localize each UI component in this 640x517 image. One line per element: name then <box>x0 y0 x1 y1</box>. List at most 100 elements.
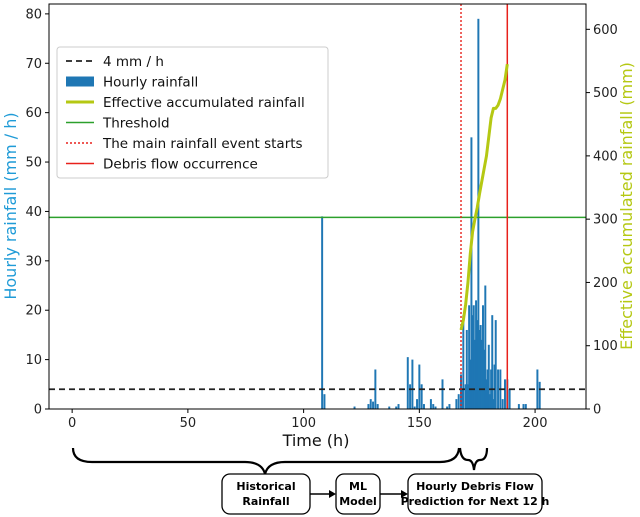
rainfall-bar <box>524 404 527 409</box>
rainfall-bar <box>475 300 478 409</box>
rainfall-bar <box>397 404 400 409</box>
y-right-tick-label: 600 <box>593 23 618 38</box>
legend-label: The main rainfall event starts <box>102 136 303 152</box>
x-tick-label: 50 <box>180 416 197 431</box>
x-tick-label: 100 <box>291 416 316 431</box>
y-left-tick-label: 50 <box>25 156 42 171</box>
legend-label: Hourly rainfall <box>103 75 198 91</box>
rainfall-bar <box>476 320 479 409</box>
plot-frame <box>48 3 587 410</box>
rainfall-bar <box>482 305 484 409</box>
legend: 4 mm / h Hourly rainfall Effective accumul… <box>56 46 329 179</box>
rainfall-bar <box>483 349 486 409</box>
rainfall-bar <box>460 374 462 409</box>
rainfall-bar <box>448 404 451 409</box>
y-axis-label-left: Hourly rainfall (mm / h) <box>1 112 20 299</box>
rainfall-bar <box>497 369 500 409</box>
rainfall-bar <box>480 339 483 409</box>
rainfall-bar <box>432 404 435 409</box>
rainfall-bar <box>353 406 356 409</box>
y-right-tick-label: 200 <box>593 276 618 291</box>
y-left-tick-label: 80 <box>25 7 42 22</box>
y-left-tick-label: 10 <box>25 353 42 368</box>
rainfall-bar <box>441 379 444 409</box>
rainfall-bar <box>457 394 460 409</box>
y-left-tick-label: 60 <box>25 106 42 121</box>
rainfall-bar <box>372 401 375 409</box>
historical-rainfall-line2: Rainfall <box>242 495 289 508</box>
rainfall-bar <box>388 406 391 409</box>
rainfall-bar <box>493 364 496 409</box>
rainfall-bar <box>484 285 487 409</box>
rainfall-bar <box>321 216 324 409</box>
rainfall-bar <box>465 329 468 409</box>
rainfall-bar <box>416 399 419 409</box>
rainfall-bar <box>395 406 398 409</box>
rainfall-bar <box>374 369 377 409</box>
y-left-tick-label: 30 <box>25 254 42 269</box>
plot-area: 0 50 100 150 200 0 10 20 30 40 50 60 70 80 0 100 200 300 4… <box>25 3 618 431</box>
rainfall-bar <box>367 404 370 409</box>
rainfall-bar <box>485 379 488 409</box>
legend-label: Effective accumulated rainfall <box>103 95 305 111</box>
rainfall-bar <box>473 339 476 409</box>
rainfall-bar <box>446 406 449 409</box>
rainfall-bar <box>411 359 414 409</box>
rainfall-bar <box>538 381 541 409</box>
rainfall-bar <box>491 315 494 409</box>
rainfall-bar <box>504 379 506 409</box>
ml-model-line1: ML <box>349 480 367 493</box>
x-tick-label: 150 <box>407 416 432 431</box>
rainfall-bar <box>429 399 432 409</box>
rainfall-bar <box>376 404 379 409</box>
rainfall-bar <box>492 399 495 409</box>
historical-rainfall-line1: Historical <box>236 480 295 493</box>
effective-rainfall-line <box>459 63 509 331</box>
rainfall-bar <box>369 399 372 409</box>
y-left-tick-label: 70 <box>25 57 42 72</box>
rainfall-bar <box>472 305 475 409</box>
rainfall-bar <box>464 384 467 409</box>
rainfall-bar <box>418 364 421 409</box>
rainfall-bar <box>486 369 489 409</box>
rainfall-bar <box>471 315 474 409</box>
rainfall-bar <box>488 394 491 409</box>
rainfall-bar <box>420 384 423 409</box>
legend-label: Threshold <box>102 116 170 132</box>
prediction-line2: Prediction for Next 12 h <box>401 495 550 508</box>
rainfall-bar <box>479 325 482 409</box>
x-axis-label: Time (h) <box>282 431 350 450</box>
rainfall-bar <box>477 18 480 409</box>
y-right-tick-label: 300 <box>593 213 618 228</box>
rainfall-bar <box>468 305 471 409</box>
rainfall-bar <box>478 329 481 409</box>
y-left-tick-label: 20 <box>25 304 42 319</box>
arrow-2-head <box>401 490 408 498</box>
brace-prediction <box>458 447 489 471</box>
rainfall-bar <box>466 384 469 409</box>
rainfall-bar <box>409 384 412 409</box>
rainfall-bar <box>462 315 465 409</box>
arrow-1-head <box>329 490 336 498</box>
rainfall-bar <box>434 406 437 409</box>
y-right-tick-label: 400 <box>593 149 618 164</box>
y-right-tick-label: 100 <box>593 339 618 354</box>
prediction-line1: Hourly Debris Flow <box>416 480 534 493</box>
rainfall-bar <box>461 389 464 409</box>
y-right-tick-label: 500 <box>593 86 618 101</box>
x-tick-label: 200 <box>523 416 548 431</box>
legend-label: 4 mm / h <box>103 54 164 70</box>
rainfall-bar <box>487 344 490 409</box>
rainfall-bar <box>494 320 497 409</box>
y-axis-label-right: Effective accumulated rainfall (mm) <box>617 62 636 350</box>
y-left-tick-label: 0 <box>34 403 42 418</box>
rainfall-bar <box>536 369 539 409</box>
y-left-tick-label: 40 <box>25 205 42 220</box>
rainfall-bar <box>470 137 473 409</box>
rainfall-bar <box>501 399 504 409</box>
rainfall-bar <box>455 399 458 409</box>
rainfall-bar <box>406 357 409 409</box>
rainfall-bar <box>323 394 326 409</box>
rainfall-bar <box>508 389 511 409</box>
